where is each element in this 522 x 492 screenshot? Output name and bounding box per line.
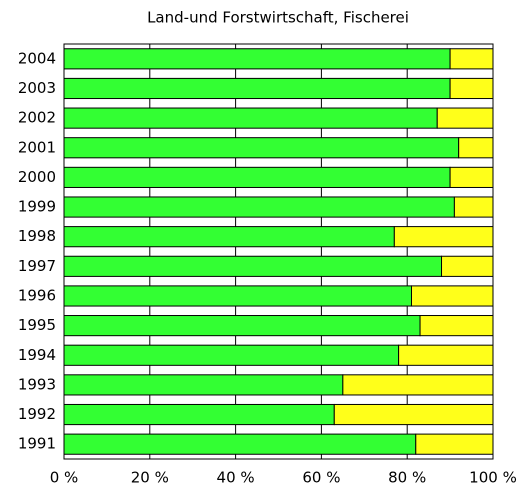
bar-segment [342, 374, 494, 396]
y-tick-label: 2002 [18, 109, 56, 127]
bar-segment [410, 285, 494, 307]
bar-segment [63, 374, 344, 396]
bar-segment [63, 433, 417, 455]
y-tick-label: 1993 [18, 375, 56, 393]
bar-segment [63, 226, 395, 248]
x-tick-label: 80 % [388, 469, 426, 487]
y-tick-label: 1994 [18, 346, 56, 364]
bar-segment [449, 48, 494, 70]
y-tick-label: 1992 [18, 405, 56, 423]
bar-segment [333, 403, 494, 426]
x-tick-label: 100 % [469, 469, 517, 487]
y-tick-label: 2000 [18, 168, 56, 186]
x-tick-label: 60 % [302, 469, 340, 487]
bar-segment [63, 77, 451, 100]
bar-segment [393, 226, 494, 248]
bar-segment [63, 196, 455, 218]
bar-segment [449, 166, 494, 188]
bar-segment [63, 403, 335, 426]
bar-segment [436, 107, 494, 129]
bar-segment [63, 255, 443, 277]
y-tick-label: 1999 [18, 198, 56, 216]
y-tick-label: 1995 [18, 316, 56, 334]
bar-segment [458, 137, 494, 159]
bar-segment [419, 315, 494, 337]
bar-segment [63, 48, 451, 70]
bar-segment [63, 285, 412, 307]
bar-segment [449, 77, 494, 100]
y-tick-label: 1998 [18, 227, 56, 245]
y-tick-label: 2004 [18, 49, 56, 67]
x-tick-label: 0 % [50, 469, 79, 487]
x-tick-label: 20 % [131, 469, 169, 487]
y-tick-label: 1997 [18, 257, 56, 275]
bar-segment [63, 107, 438, 129]
y-tick-label: 2003 [18, 79, 56, 97]
bar-segment [63, 166, 451, 188]
y-tick-label: 2001 [18, 138, 56, 156]
bar-segment [63, 137, 460, 159]
bar-segment [398, 344, 494, 366]
bar-segment [63, 344, 400, 366]
y-tick-label: 1996 [18, 286, 56, 304]
bar-segment [415, 433, 494, 455]
plot-area [63, 43, 494, 460]
y-tick-label: 1991 [18, 435, 56, 453]
bar-segment [441, 255, 494, 277]
bar-segment [63, 315, 421, 337]
x-tick-label: 40 % [217, 469, 255, 487]
bar-segment [453, 196, 494, 218]
chart-title: Land-und Forstwirtschaft, Fischerei [147, 9, 409, 27]
